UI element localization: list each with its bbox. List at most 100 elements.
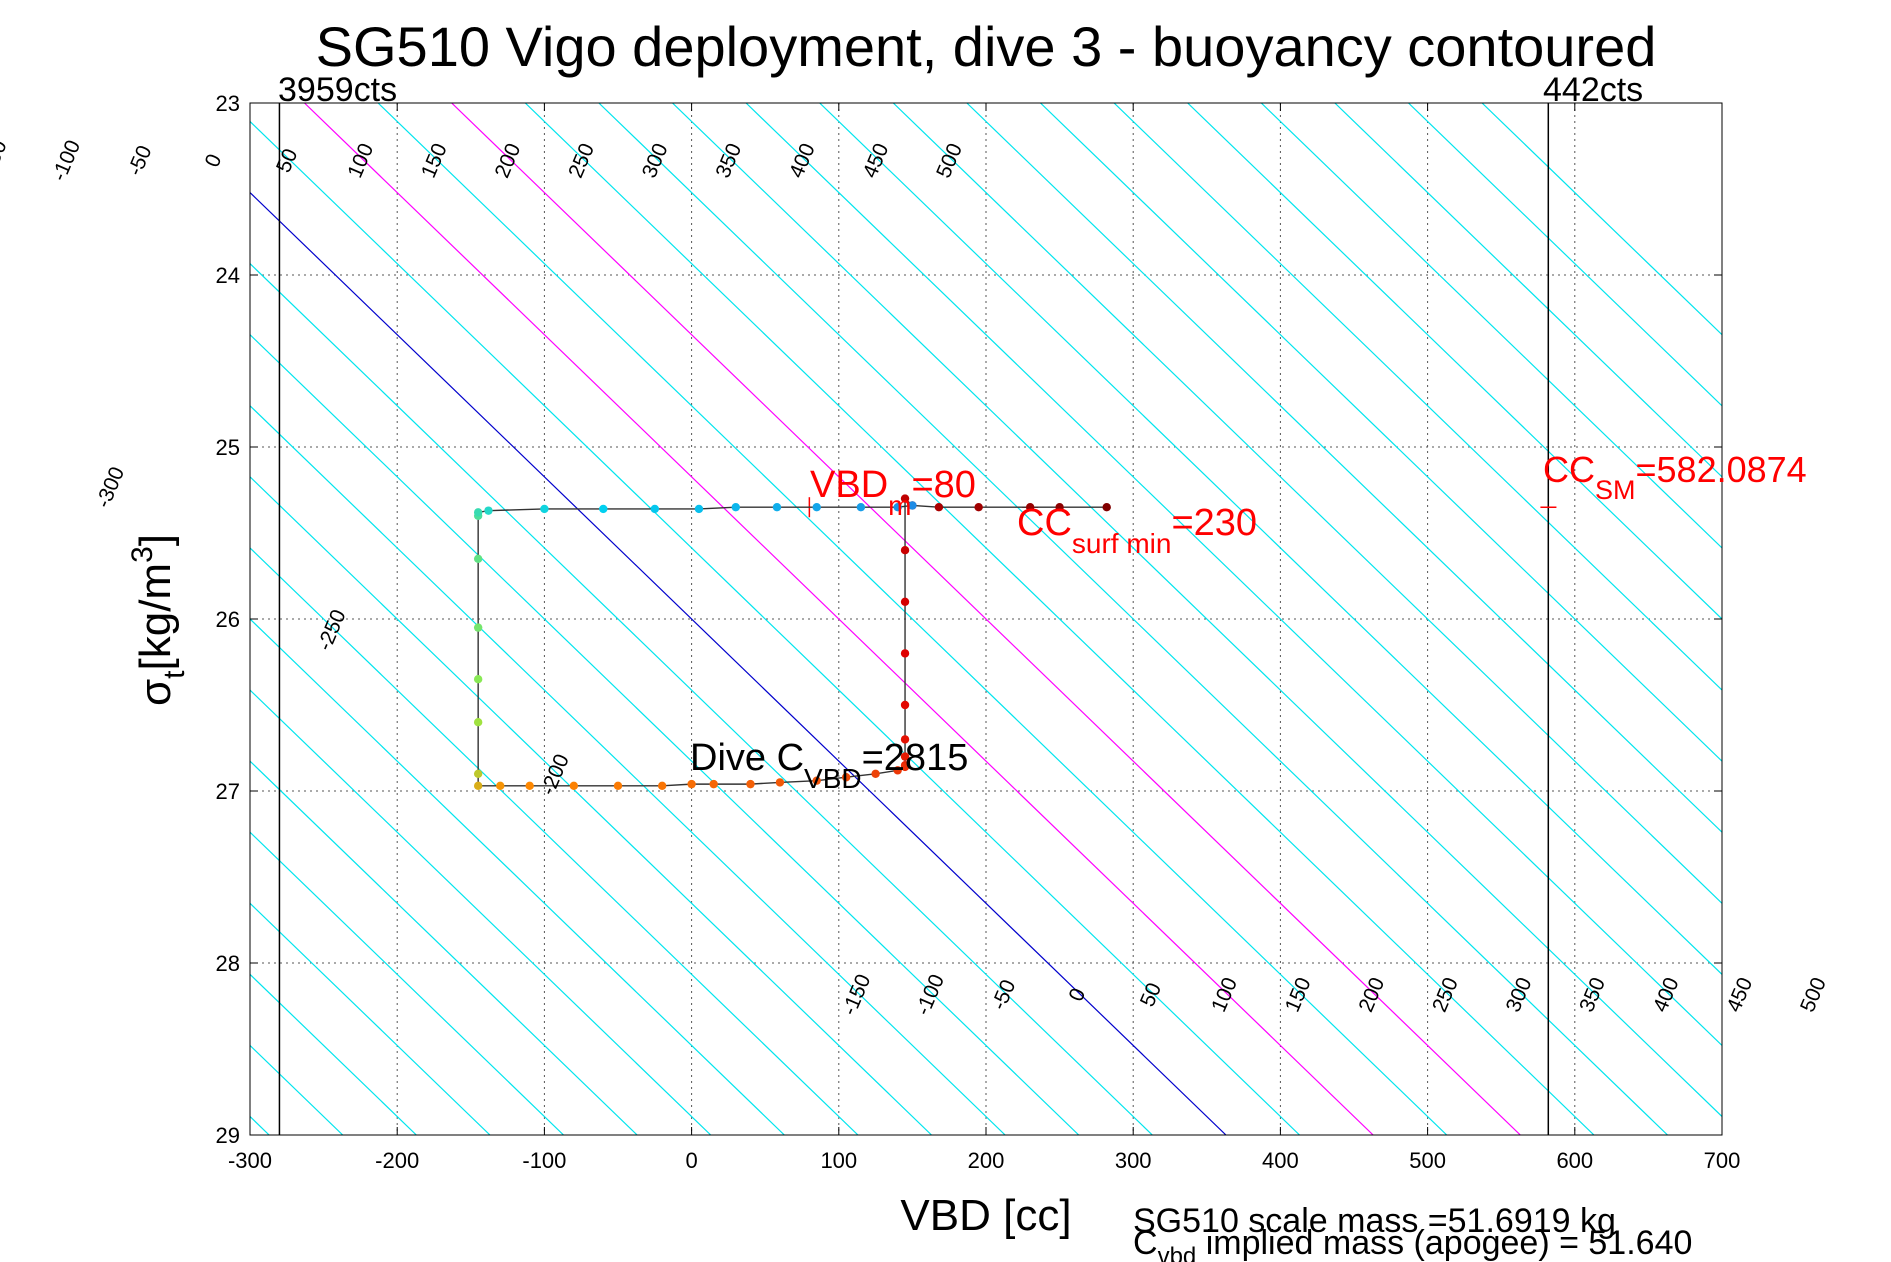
track-point bbox=[473, 554, 483, 563]
y-tick-label: 24 bbox=[216, 263, 240, 288]
track-point bbox=[496, 781, 505, 791]
track-point bbox=[856, 503, 866, 512]
track-point bbox=[731, 503, 740, 512]
track-point bbox=[900, 700, 910, 710]
track-point bbox=[657, 781, 667, 791]
track-point bbox=[473, 718, 483, 727]
cc-sm-value: =582.0874 bbox=[1636, 449, 1807, 490]
axis-ticks: -300 -200 -100 0 100 200 300 400 500 600 700 23 24 25… bbox=[216, 91, 1741, 1173]
track-point bbox=[569, 781, 579, 791]
cc-sm-main: CC bbox=[1543, 449, 1595, 490]
annotation-dive-cvbd: Dive CVBD=2815 bbox=[690, 737, 968, 794]
track-point bbox=[934, 503, 944, 512]
y-label-close: ] bbox=[131, 534, 180, 546]
track-point bbox=[473, 508, 483, 517]
track-point bbox=[900, 735, 910, 744]
contour-line bbox=[377, 103, 1448, 1135]
track-point bbox=[1025, 503, 1035, 512]
contour-line bbox=[250, 689, 712, 1135]
contour-lines bbox=[250, 103, 1722, 1135]
track-point bbox=[709, 779, 718, 789]
track-point bbox=[900, 546, 910, 555]
track-point bbox=[525, 781, 534, 791]
track-point bbox=[650, 504, 659, 514]
x-tick-label: 400 bbox=[1262, 1148, 1299, 1173]
track-point bbox=[540, 504, 549, 514]
footer-scale-mass: SG510 scale mass =51.6919 kg bbox=[1133, 1202, 1616, 1240]
vbd-m-value: =80 bbox=[911, 464, 975, 506]
contour-line bbox=[598, 103, 1668, 1135]
contour-line bbox=[304, 103, 1374, 1135]
chart-title: SG510 Vigo deployment, dive 3 - buoyancy… bbox=[316, 15, 1657, 78]
x-tick-label: 100 bbox=[820, 1148, 857, 1173]
contour-label: 500 bbox=[1796, 974, 1831, 1015]
footer-implied-mass: Cvbd implied mass (apogee) = 51.640 bbox=[1133, 1224, 1692, 1262]
track-point bbox=[746, 779, 755, 789]
track-point bbox=[772, 503, 782, 512]
dive-c-value: =2815 bbox=[862, 737, 969, 779]
contour-line bbox=[250, 333, 1080, 1135]
contour-line bbox=[250, 191, 1227, 1135]
track-point bbox=[473, 781, 483, 791]
x-tick-label: 0 bbox=[685, 1148, 697, 1173]
track-point bbox=[900, 762, 910, 772]
contour-label: -100 bbox=[48, 137, 86, 185]
contour-line bbox=[892, 103, 1722, 905]
track-point bbox=[687, 779, 696, 789]
annotation-cc-sm: CCSM=582.0874 bbox=[1543, 449, 1807, 505]
y-tick-label: 25 bbox=[216, 435, 240, 460]
track-point bbox=[599, 504, 608, 514]
contour-line bbox=[250, 831, 564, 1135]
x-tick-label: -200 bbox=[375, 1148, 419, 1173]
track-point bbox=[974, 503, 983, 512]
contour-line bbox=[250, 902, 491, 1135]
annotation-cc-surf-min: CCsurf min=230 bbox=[1017, 502, 1257, 559]
contour-line bbox=[672, 103, 1722, 1118]
y-tick-label: 23 bbox=[216, 91, 240, 116]
footer-c: C bbox=[1133, 1224, 1158, 1262]
x-tick-label: -300 bbox=[228, 1148, 272, 1173]
contour-line bbox=[250, 262, 1153, 1135]
x-tick-label: 200 bbox=[968, 1148, 1005, 1173]
contour-line bbox=[451, 103, 1521, 1135]
x-tick-label: 500 bbox=[1409, 1148, 1446, 1173]
vbd-m-sub: m bbox=[888, 490, 911, 521]
contour-line bbox=[1408, 103, 1722, 407]
contour-label: -150 bbox=[0, 137, 12, 185]
contour-line bbox=[250, 120, 1300, 1135]
track-point bbox=[473, 675, 483, 684]
track-point bbox=[841, 773, 851, 782]
x-tick-label: 700 bbox=[1704, 1148, 1741, 1173]
x-tick-label: 600 bbox=[1556, 1148, 1593, 1173]
cc-surf-sub: surf min bbox=[1072, 528, 1172, 559]
contour-line bbox=[250, 476, 932, 1135]
cc-surf-value: =230 bbox=[1171, 502, 1257, 544]
track-point bbox=[900, 597, 910, 606]
track-point bbox=[893, 503, 902, 512]
contour-label: 450 bbox=[1722, 974, 1757, 1015]
contour-line bbox=[966, 103, 1722, 834]
cc-surf-main: CC bbox=[1017, 502, 1072, 544]
contour-line bbox=[250, 404, 1006, 1135]
y-label-superscript: 3 bbox=[126, 546, 159, 563]
track-point bbox=[775, 778, 785, 787]
x-tick-label: 300 bbox=[1115, 1148, 1152, 1173]
contour-line bbox=[1334, 103, 1722, 478]
x-axis-label: VBD [cc] bbox=[900, 1191, 1071, 1240]
limit-label-3959cts: 3959cts bbox=[278, 71, 397, 109]
contour-line bbox=[1113, 103, 1722, 691]
cc-sm-sub: SM bbox=[1595, 475, 1636, 505]
track-point bbox=[812, 776, 821, 785]
contour-line bbox=[250, 760, 638, 1135]
svg-text:σt[kg/m3]: σt[kg/m3] bbox=[126, 534, 191, 706]
annotation-vbd-m: VBDm=80 bbox=[810, 464, 976, 521]
contour-line bbox=[745, 103, 1722, 1047]
y-tick-label: 28 bbox=[216, 951, 240, 976]
track-point bbox=[473, 769, 483, 778]
contour-line bbox=[1481, 103, 1722, 336]
x-tick-label: -100 bbox=[522, 1148, 566, 1173]
track-point bbox=[473, 623, 483, 632]
y-label-unit: [kg/m bbox=[131, 563, 180, 671]
track-point bbox=[900, 752, 910, 761]
contour-line bbox=[250, 618, 785, 1135]
